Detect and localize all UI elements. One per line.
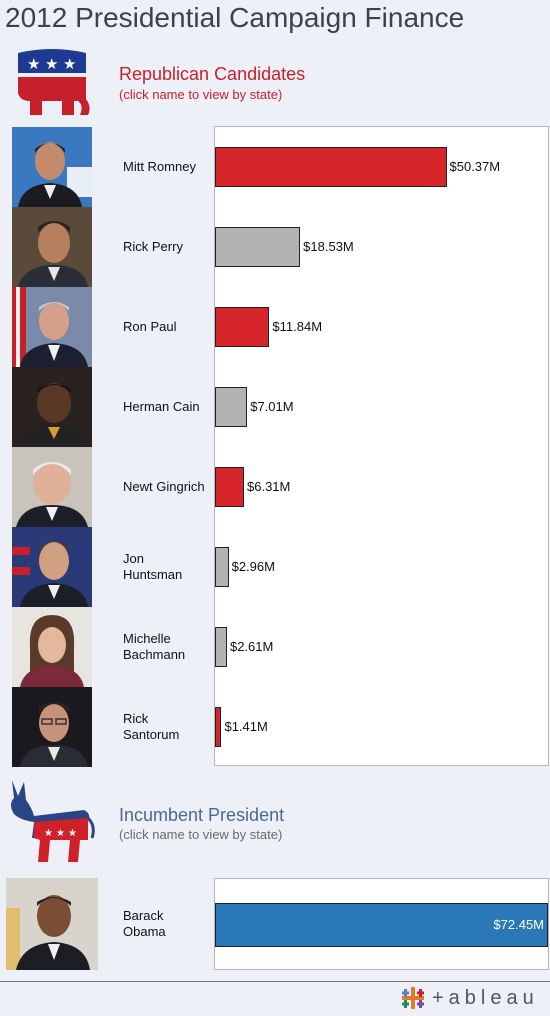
candidate-name-text: Rick Santorum	[123, 711, 180, 742]
republican-heading: Republican Candidates	[119, 64, 306, 84]
bar-newt-gingrich[interactable]	[215, 467, 244, 507]
tableau-cross-icon	[402, 987, 424, 1009]
bar-value-label: $7.01M	[250, 399, 294, 414]
bar-michelle-bachmann[interactable]	[215, 627, 227, 667]
bar-rick-santorum[interactable]	[215, 707, 222, 747]
candidate-name-text: Newt Gingrich	[123, 479, 205, 494]
candidate-photo-cain[interactable]	[12, 367, 92, 447]
republican-bar-chart: $50.37M $18.53M $11.84M $7.01M $6.31M $2.96M $…	[214, 126, 549, 766]
candidate-name-text: Mitt Romney	[123, 159, 196, 174]
svg-text:★: ★	[56, 828, 65, 839]
candidate-name-santorum[interactable]: Rick Santorum	[123, 687, 203, 767]
bar-barack-obama[interactable]	[215, 903, 548, 947]
bar-ron-paul[interactable]	[215, 307, 270, 347]
footer-divider	[0, 981, 550, 982]
candidate-photo-obama[interactable]	[6, 878, 98, 970]
bar-value-label: $1.41M	[224, 719, 268, 734]
candidate-photo-paul[interactable]	[12, 287, 92, 367]
bar-mitt-romney[interactable]	[215, 147, 447, 187]
candidate-name-cain[interactable]: Herman Cain	[123, 367, 215, 447]
page-title: 2012 Presidential Campaign Finance	[5, 2, 465, 33]
candidate-photo-santorum[interactable]	[12, 687, 92, 767]
tableau-logo[interactable]: +ableau	[400, 985, 539, 1011]
svg-text:★: ★	[44, 828, 53, 839]
candidate-name-gingrich[interactable]: Newt Gingrich	[123, 447, 215, 527]
candidate-photo-perry[interactable]	[12, 207, 92, 287]
candidate-name-text: Barack Obama	[123, 908, 166, 939]
republican-subheading: (click name to view by state)	[119, 87, 283, 102]
candidate-name-romney[interactable]: Mitt Romney	[123, 127, 215, 207]
svg-text:★: ★	[27, 55, 40, 73]
candidate-name-bachmann[interactable]: Michelle Bachmann	[123, 607, 203, 687]
bar-value-label: $2.61M	[229, 639, 274, 654]
candidate-photo-huntsman[interactable]	[12, 527, 92, 607]
bar-value-label: $2.96M	[231, 559, 275, 574]
svg-text:★: ★	[45, 55, 58, 73]
svg-text:★: ★	[68, 828, 77, 839]
candidate-photo-romney[interactable]	[12, 127, 92, 207]
candidate-name-huntsman[interactable]: Jon Huntsman	[123, 527, 203, 607]
candidate-name-obama[interactable]: Barack Obama	[123, 878, 203, 970]
bar-value-label: $50.37M	[449, 159, 501, 174]
candidate-name-text: Rick Perry	[123, 239, 183, 254]
candidate-photo-gingrich[interactable]	[12, 447, 92, 527]
tableau-wordmark: +ableau	[432, 986, 539, 1009]
republican-elephant-icon: ★ ★ ★	[18, 49, 90, 115]
bar-herman-cain[interactable]	[215, 387, 248, 427]
candidate-name-text: Michelle Bachmann	[123, 631, 186, 662]
bar-value-label: $18.53M	[303, 239, 354, 254]
incumbent-bar-chart: $72.45M	[214, 878, 549, 970]
candidate-name-text: Ron Paul	[123, 319, 177, 334]
democratic-donkey-icon: ★ ★ ★	[11, 780, 95, 862]
incumbent-subheading: (click name to view by state)	[119, 827, 283, 842]
candidate-name-text: Herman Cain	[123, 399, 200, 414]
candidate-name-perry[interactable]: Rick Perry	[123, 207, 215, 287]
bar-value-label: $11.84M	[272, 319, 323, 334]
bar-value-label: $6.31M	[247, 479, 291, 494]
bar-value-label: $72.45M	[493, 917, 544, 932]
candidate-photo-bachmann[interactable]	[12, 607, 92, 687]
bar-jon-huntsman[interactable]	[215, 547, 229, 587]
candidate-name-paul[interactable]: Ron Paul	[123, 287, 215, 367]
candidate-name-text: Jon Huntsman	[123, 551, 183, 582]
incumbent-heading: Incumbent President	[119, 805, 285, 825]
svg-text:★: ★	[63, 55, 76, 73]
bar-rick-perry[interactable]	[215, 227, 301, 267]
